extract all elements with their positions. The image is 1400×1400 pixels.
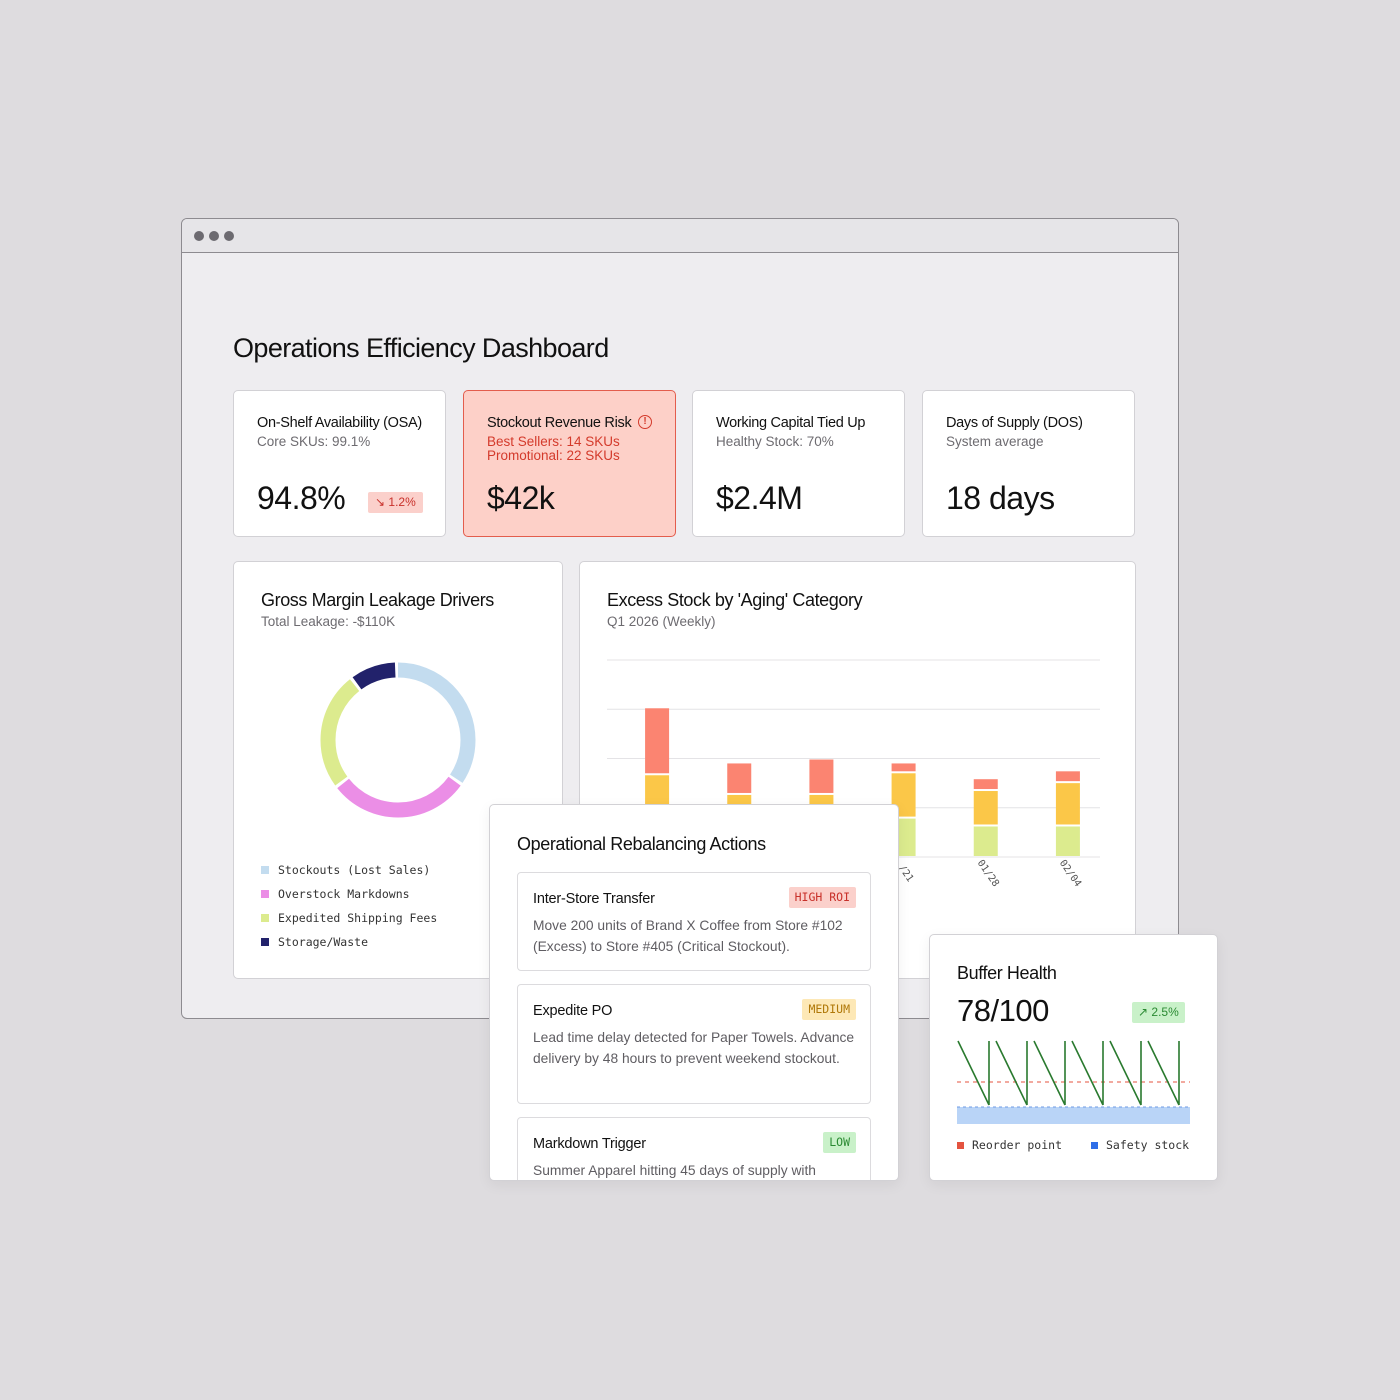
legend-label: Overstock Markdowns [278,887,410,901]
legend-swatch [261,890,269,898]
priority-badge: MEDIUM [802,999,856,1020]
bar-segment[interactable] [809,759,834,793]
donut-slice[interactable] [320,662,476,818]
delta-badge: ↗ 2.5% [1132,1002,1185,1023]
buffer-health-card: Buffer Health 78/100 ↗ 2.5% Reorder poin… [929,934,1218,1181]
panel-title: Buffer Health [957,963,1057,983]
action-title: Expedite PO [533,1003,613,1019]
kpi-card-working-capital[interactable]: Working Capital Tied Up Healthy Stock: 7… [692,390,905,537]
safety-stock-band [957,1107,1190,1124]
legend-swatch [1091,1141,1098,1149]
donut-slice[interactable] [320,662,476,818]
bar-segment[interactable] [891,763,916,772]
window-control-icon[interactable] [194,231,204,241]
kpi-subtitle: Promotional: 22 SKUs [487,448,620,463]
action-description: Summer Apparel hitting 45 days of supply… [533,1163,816,1178]
legend-label: Reorder point [972,1138,1063,1152]
browser-window: Operations Efficiency Dashboard On-Shelf… [181,218,1179,1019]
kpi-card-days-of-supply[interactable]: Days of Supply (DOS) System average 18 d… [922,390,1135,537]
buffer-score: 78/100 [957,993,1049,1028]
kpi-value: $42k [487,480,555,516]
legend-swatch [261,914,269,922]
kpi-card-osa[interactable]: On-Shelf Availability (OSA) Core SKUs: 9… [233,390,446,537]
donut-chart [320,662,476,818]
inventory-sawtooth-line [957,1040,1180,1106]
kpi-card-stockout-risk[interactable]: Stockout Revenue Risk ! Best Sellers: 14… [463,390,676,537]
kpi-title: On-Shelf Availability (OSA) [257,415,422,431]
legend-item: Safety stock [1091,1138,1189,1152]
legend-item: Reorder point [957,1138,1062,1152]
legend-label: Stockouts (Lost Sales) [278,863,431,877]
page-title: Operations Efficiency Dashboard [233,333,609,363]
panel-subtitle: Q1 2026 (Weekly) [607,614,716,629]
x-tick-label: 02/04 [1057,858,1083,889]
x-tick-label: 01/28 [975,858,1001,889]
kpi-subtitle: Best Sellers: 14 SKUs [487,434,620,449]
rebalancing-actions-card: Operational Rebalancing Actions Inter-St… [489,804,899,1181]
panel-title: Operational Rebalancing Actions [517,834,766,854]
bar-segment[interactable] [1055,826,1080,856]
delta-badge: ↘ 1.2% [368,492,423,513]
legend-swatch [957,1141,964,1149]
action-description: Move 200 units of Brand X Coffee from St… [533,918,843,954]
window-control-icon[interactable] [224,231,234,241]
panel-title: Excess Stock by 'Aging' Category [607,590,863,610]
priority-badge: HIGH ROI [788,887,856,908]
legend-label: Safety stock [1106,1138,1190,1152]
buffer-sawtooth-chart [957,1040,1190,1124]
stacked-bar-chart: /21 01/28 02/04 [607,659,1100,889]
kpi-title: Stockout Revenue Risk [487,415,632,431]
kpi-subtitle: System average [946,434,1044,449]
legend-item: Storage/Waste [261,935,368,949]
bar-segment[interactable] [727,763,752,793]
kpi-title: Working Capital Tied Up [716,415,866,431]
panel-title: Gross Margin Leakage Drivers [261,590,494,610]
legend-swatch [261,866,269,874]
legend-label: Storage/Waste [278,935,369,949]
window-control-icon[interactable] [209,231,219,241]
kpi-value: 94.8% [257,480,346,516]
kpi-value: 18 days [946,480,1055,516]
action-item[interactable]: Markdown Trigger LOW Summer Apparel hitt… [517,1117,871,1180]
kpi-title: Days of Supply (DOS) [946,415,1083,431]
legend-item: Overstock Markdowns [261,887,410,901]
priority-badge: LOW [823,1132,856,1153]
bar-segment[interactable] [973,826,998,856]
donut-slice[interactable] [320,662,476,818]
kpi-subtitle: Healthy Stock: 70% [716,434,834,449]
legend-swatch [261,938,269,946]
action-description: Lead time delay detected for Paper Towel… [533,1030,855,1066]
window-titlebar [182,219,1178,253]
bar-segment[interactable] [1055,783,1080,825]
bar-segment[interactable] [645,708,670,774]
bar-segment[interactable] [1055,771,1080,782]
action-title: Markdown Trigger [533,1136,646,1152]
legend-item: Expedited Shipping Fees [261,911,437,925]
legend-item: Stockouts (Lost Sales) [261,863,430,877]
action-title: Inter-Store Transfer [533,891,655,907]
bar-segment[interactable] [973,779,998,790]
panel-subtitle: Total Leakage: -$110K [261,614,396,629]
kpi-subtitle: Core SKUs: 99.1% [257,434,371,449]
action-item[interactable]: Inter-Store Transfer HIGH ROI Move 200 u… [517,872,871,971]
action-item[interactable]: Expedite PO MEDIUM Lead time delay detec… [517,984,871,1104]
bar-segment[interactable] [973,791,998,825]
kpi-value: $2.4M [716,480,803,516]
legend-label: Expedited Shipping Fees [278,911,438,925]
alert-circle-icon: ! [638,415,652,429]
